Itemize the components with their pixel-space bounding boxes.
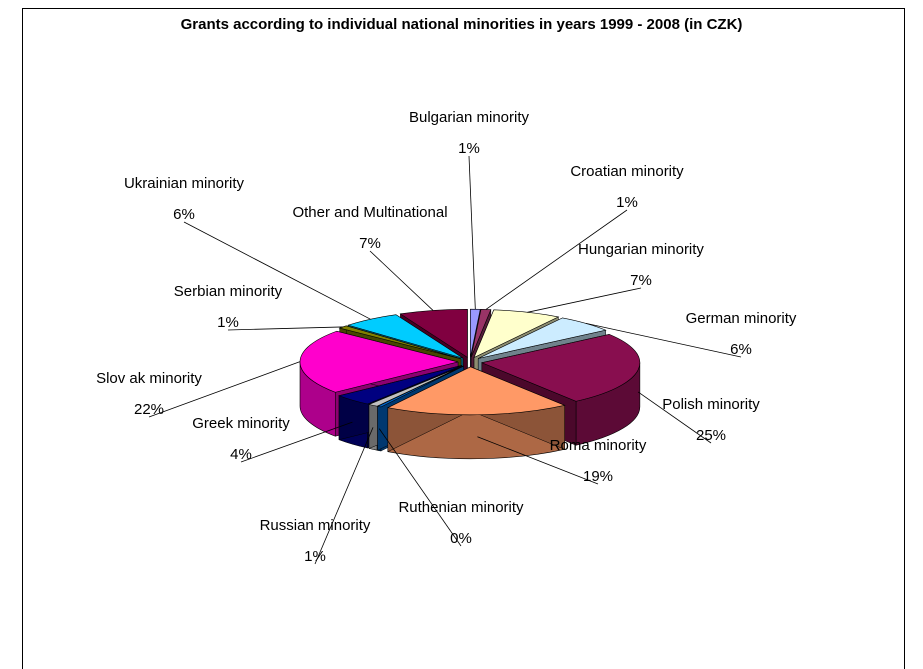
slice-label-russian-minority: Russian minority bbox=[260, 517, 371, 534]
pie-tops bbox=[299, 308, 641, 416]
slice-polish-minority bbox=[480, 334, 641, 402]
leader-line-other-and-multinational bbox=[369, 250, 434, 311]
slice-percent-croatian-minority: 1% bbox=[616, 194, 638, 211]
slice-label-hungarian-minority: Hungarian minority bbox=[578, 241, 704, 258]
slice-label-ukrainian-minority: Ukrainian minority bbox=[124, 175, 245, 192]
leader-line-russian-minority bbox=[314, 427, 374, 565]
leader-line-roma-minority bbox=[477, 436, 599, 485]
slice-percent-ukrainian-minority: 6% bbox=[173, 206, 195, 223]
slice-label-greek-minority: Greek minority bbox=[192, 415, 290, 432]
leader-line-ruthenian-minority bbox=[378, 428, 462, 547]
slice-percent-hungarian-minority: 7% bbox=[630, 272, 652, 289]
slice-percent-roma-minority: 19% bbox=[583, 468, 613, 485]
leader-line-bulgarian-minority bbox=[468, 155, 476, 310]
slice-label-other-and-multinational: Other and Multinational bbox=[292, 204, 447, 221]
slice-label-german-minority: German minority bbox=[686, 310, 797, 327]
slice-percent-russian-minority: 1% bbox=[304, 548, 326, 565]
leader-line-hungarian-minority bbox=[527, 287, 642, 313]
leader-line-croatian-minority bbox=[485, 209, 628, 310]
slice-slov-ak-minority bbox=[299, 330, 459, 393]
leader-line-slov-ak-minority bbox=[148, 361, 301, 418]
leader-line-polish-minority bbox=[637, 391, 712, 444]
slice-percent-ruthenian-minority: 0% bbox=[450, 530, 472, 547]
slice-label-ruthenian-minority: Ruthenian minority bbox=[398, 499, 524, 516]
slice-percent-bulgarian-minority: 1% bbox=[458, 140, 480, 157]
leader-line-german-minority bbox=[585, 323, 742, 358]
leader-line-greek-minority bbox=[240, 421, 353, 463]
slice-percent-polish-minority: 25% bbox=[696, 427, 726, 444]
chart-title: Grants according to individual national … bbox=[180, 16, 743, 33]
slice-percent-other-and-multinational: 7% bbox=[359, 235, 381, 252]
slice-percent-german-minority: 6% bbox=[730, 341, 752, 358]
pie-leaders bbox=[148, 155, 742, 565]
slice-greek-minority bbox=[338, 365, 462, 405]
slice-label-croatian-minority: Croatian minority bbox=[570, 163, 684, 180]
pie-labels: Bulgarian minority 1% Croatian minority 1% H… bbox=[96, 109, 797, 565]
slice-other-and-multinational bbox=[399, 309, 468, 358]
slice-label-slov-ak-minority: Slov ak minority bbox=[96, 370, 202, 387]
slice-label-serbian-minority: Serbian minority bbox=[174, 283, 283, 300]
leader-line-serbian-minority bbox=[227, 326, 343, 331]
slice-german-minority bbox=[478, 317, 607, 359]
slice-percent-slov-ak-minority: 22% bbox=[134, 401, 164, 418]
leader-line-ukrainian-minority bbox=[183, 221, 371, 320]
slice-russian-minority bbox=[368, 365, 464, 407]
slice-hungarian-minority bbox=[473, 309, 560, 359]
slice-croatian-minority bbox=[470, 309, 492, 358]
slice-roma-minority bbox=[386, 366, 566, 416]
slice-percent-greek-minority: 4% bbox=[230, 446, 252, 463]
slice-label-roma-minority: Roma minority bbox=[550, 437, 647, 454]
slice-label-polish-minority: Polish minority bbox=[662, 396, 760, 413]
slice-percent-serbian-minority: 1% bbox=[217, 314, 239, 331]
slice-label-bulgarian-minority: Bulgarian minority bbox=[409, 109, 530, 126]
